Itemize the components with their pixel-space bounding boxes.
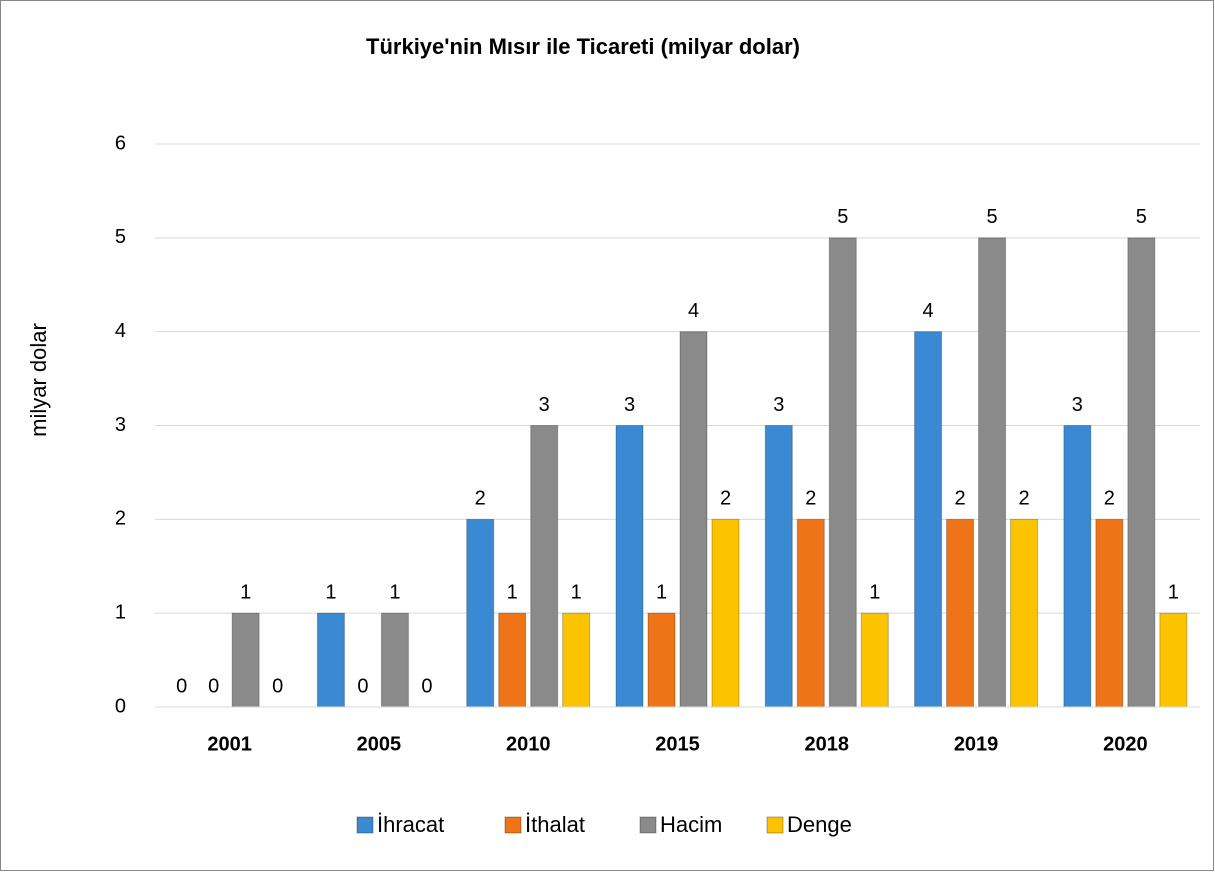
data-label: 5 (987, 206, 998, 228)
x-tick-label: 2018 (805, 733, 850, 755)
bar (466, 518, 495, 708)
data-label: 3 (1072, 394, 1083, 416)
bar (828, 237, 857, 708)
bar (316, 612, 345, 708)
bar (978, 237, 1007, 708)
chart-title: Türkiye'nin Mısır ile Ticareti (milyar d… (366, 34, 800, 59)
y-axis-label: milyar dolar (26, 323, 51, 437)
x-tick-label: 2015 (655, 733, 700, 755)
bar (562, 612, 591, 708)
bar (1159, 612, 1188, 708)
y-tick-label: 0 (115, 695, 126, 717)
bar (231, 612, 260, 708)
bar (1095, 518, 1124, 708)
data-label: 2 (1019, 488, 1030, 510)
data-label: 5 (1136, 206, 1147, 228)
bar (615, 425, 644, 708)
data-label: 1 (240, 581, 251, 603)
data-label: 1 (571, 581, 582, 603)
y-tick-label: 1 (115, 601, 126, 623)
data-label: 0 (421, 675, 432, 697)
x-tick-label: 2020 (1103, 733, 1148, 755)
data-label: 2 (955, 488, 966, 510)
bar (1063, 425, 1092, 708)
data-label: 0 (357, 675, 368, 697)
data-label: 1 (507, 581, 518, 603)
data-label: 4 (688, 300, 699, 322)
bar (711, 518, 740, 708)
data-label: 1 (869, 581, 880, 603)
x-tick-label: 2001 (207, 733, 252, 755)
data-label: 5 (837, 206, 848, 228)
bar (860, 612, 889, 708)
data-label: 3 (624, 394, 635, 416)
y-tick-label: 6 (115, 132, 126, 154)
y-tick-label: 2 (115, 508, 126, 530)
y-tick-label: 4 (115, 320, 126, 342)
data-label: 4 (923, 300, 934, 322)
data-label: 1 (325, 581, 336, 603)
data-label: 1 (389, 581, 400, 603)
bar (914, 331, 943, 708)
legend-label: Hacim (660, 812, 722, 837)
bar (530, 425, 559, 708)
data-label: 2 (475, 488, 486, 510)
data-label: 2 (720, 488, 731, 510)
data-label: 1 (656, 581, 667, 603)
bar (946, 518, 975, 708)
data-label: 0 (272, 675, 283, 697)
legend-label: Denge (787, 812, 852, 837)
legend-swatch (504, 816, 522, 834)
bar (679, 331, 708, 708)
legend-swatch (639, 816, 657, 834)
x-tick-label: 2010 (506, 733, 551, 755)
data-label: 2 (1104, 488, 1115, 510)
bar (1127, 237, 1156, 708)
bar (647, 612, 676, 708)
legend-swatch (766, 816, 784, 834)
data-label: 0 (208, 675, 219, 697)
bar (498, 612, 527, 708)
legend-label: İthalat (525, 812, 585, 837)
legend-label: İhracat (377, 812, 444, 837)
bar (380, 612, 409, 708)
y-tick-label: 3 (115, 414, 126, 436)
data-label: 2 (805, 488, 816, 510)
bar (764, 425, 793, 708)
x-tick-label: 2005 (357, 733, 402, 755)
data-label: 0 (176, 675, 187, 697)
bar (796, 518, 825, 708)
bar (1010, 518, 1039, 708)
data-label: 3 (773, 394, 784, 416)
y-tick-label: 5 (115, 226, 126, 248)
data-label: 3 (539, 394, 550, 416)
data-label: 1 (1168, 581, 1179, 603)
legend-swatch (356, 816, 374, 834)
x-tick-label: 2019 (954, 733, 999, 755)
